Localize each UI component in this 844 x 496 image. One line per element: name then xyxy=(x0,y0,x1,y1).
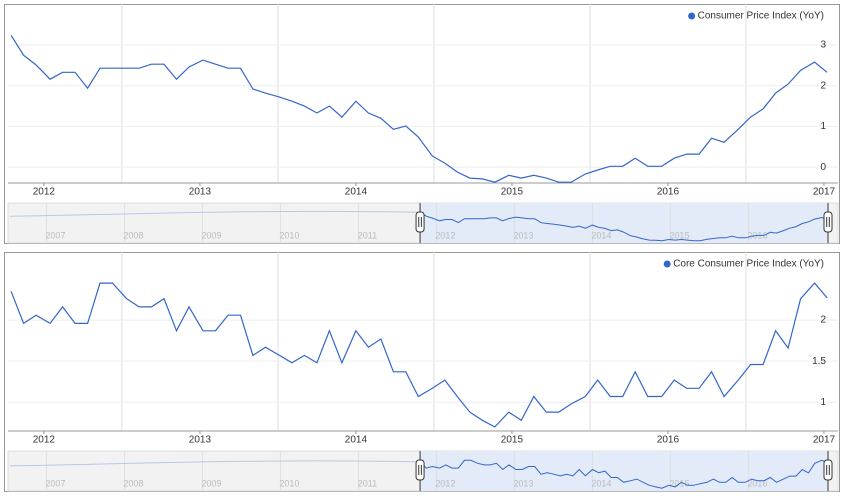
x-tick-label: 2017 xyxy=(813,435,836,446)
legend-dot xyxy=(663,260,671,268)
navigator-label: 2008 xyxy=(123,478,143,488)
x-tick-label: 2013 xyxy=(189,187,212,198)
x-tick-label: 2016 xyxy=(657,435,680,446)
navigator-line xyxy=(419,211,829,242)
series-line xyxy=(10,282,828,428)
navigator-label: 2012 xyxy=(435,230,455,240)
navigator-label: 2011 xyxy=(358,230,377,240)
x-tick-label: 2015 xyxy=(501,435,524,446)
y-tick-label: 0 xyxy=(820,162,826,173)
range-handle[interactable] xyxy=(823,459,833,481)
y-tick-label: 1.5 xyxy=(812,356,826,367)
series-line xyxy=(10,34,828,183)
x-tick-label: 2012 xyxy=(33,187,56,198)
navigator-label: 2010 xyxy=(279,230,299,240)
range-handle[interactable] xyxy=(415,459,425,481)
navigator-label: 2013 xyxy=(513,478,533,488)
x-tick-label: 2015 xyxy=(501,187,524,198)
y-tick-label: 1 xyxy=(820,397,826,408)
navigator-label: 2007 xyxy=(45,478,65,488)
x-tick-label: 2014 xyxy=(345,187,368,198)
x-tick-label: 2016 xyxy=(657,187,680,198)
navigator-label: 2010 xyxy=(279,478,299,488)
x-tick-label: 2013 xyxy=(189,435,212,446)
range-handle[interactable] xyxy=(415,211,425,233)
x-tick-label: 2014 xyxy=(345,435,368,446)
navigator-label: 2014 xyxy=(591,478,611,488)
navigator-history xyxy=(9,210,421,217)
legend-label: Consumer Price Index (YoY) xyxy=(698,11,824,22)
y-tick-label: 2 xyxy=(820,315,826,326)
y-tick-label: 3 xyxy=(820,40,826,51)
legend-dot xyxy=(688,12,696,20)
navigator-label: 2015 xyxy=(669,230,689,240)
navigator-history xyxy=(9,460,421,467)
navigator-label: 2016 xyxy=(747,478,767,488)
navigator-selection xyxy=(420,203,828,243)
legend-label: Core Consumer Price Index (YoY) xyxy=(673,259,824,270)
navigator-label: 2008 xyxy=(123,230,143,240)
range-handle[interactable] xyxy=(823,211,833,233)
navigator-label: 2012 xyxy=(435,478,455,488)
navigator-selection xyxy=(420,451,828,491)
x-tick-label: 2017 xyxy=(813,187,836,198)
y-tick-label: 2 xyxy=(820,80,826,91)
navigator-line xyxy=(419,459,829,489)
navigator-label: 2009 xyxy=(201,478,221,488)
x-tick-label: 2012 xyxy=(33,435,56,446)
navigator-label: 2007 xyxy=(45,230,65,240)
navigator-label: 2013 xyxy=(513,230,533,240)
navigator-label: 2009 xyxy=(201,230,221,240)
navigator-label: 2011 xyxy=(358,478,377,488)
navigator-label: 2014 xyxy=(591,230,611,240)
y-tick-label: 1 xyxy=(820,121,826,132)
